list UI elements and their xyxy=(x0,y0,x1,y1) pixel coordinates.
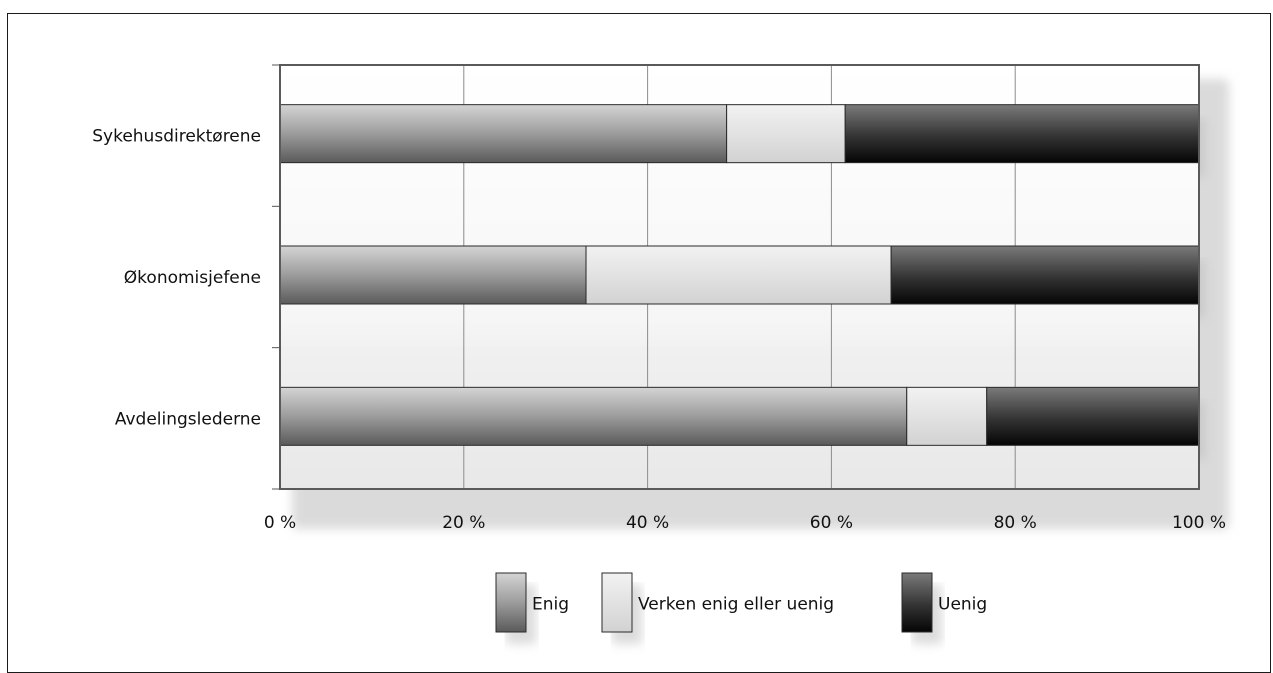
x-tick-label: 0 % xyxy=(264,513,296,533)
category-label: Økonomisjefene xyxy=(124,268,261,288)
legend-enig-label: Enig xyxy=(532,595,569,615)
bars xyxy=(279,104,1200,446)
axes xyxy=(272,64,1200,490)
bar-okonomisjefene-uenig xyxy=(890,245,1200,305)
bar-okonomisjefene-verken xyxy=(585,245,892,305)
legend-verken-label: Verken enig eller uenig xyxy=(638,595,834,615)
x-tick-label: 100 % xyxy=(1172,513,1226,533)
legend-verken-swatch xyxy=(601,572,633,633)
bar-avdelingslederne-uenig xyxy=(986,386,1200,446)
x-tick-label: 20 % xyxy=(442,513,485,533)
x-tick-label: 80 % xyxy=(994,513,1037,533)
bar-sykehusdirektorene-uenig xyxy=(844,104,1200,164)
plot-border xyxy=(279,64,1200,490)
legend-uenig-swatch xyxy=(901,572,933,633)
x-tick-label: 60 % xyxy=(810,513,853,533)
category-label: Sykehusdirektørene xyxy=(92,127,261,147)
bar-sykehusdirektorene-verken xyxy=(726,104,846,164)
bar-okonomisjefene-enig xyxy=(279,245,587,305)
legend-uenig-label: Uenig xyxy=(938,595,987,615)
legend-enig-swatch xyxy=(495,572,527,633)
bar-sykehusdirektorene-enig xyxy=(279,104,728,164)
bar-avdelingslederne-verken xyxy=(906,386,988,446)
bar-avdelingslederne-enig xyxy=(279,386,908,446)
labels: Sykehusdirektørene Økonomisjefene Avdeling… xyxy=(92,127,1226,533)
x-tick-label: 40 % xyxy=(626,513,669,533)
category-label: Avdelingslederne xyxy=(115,409,261,429)
legend: Enig Verken enig eller uenig Uenig xyxy=(495,572,987,644)
